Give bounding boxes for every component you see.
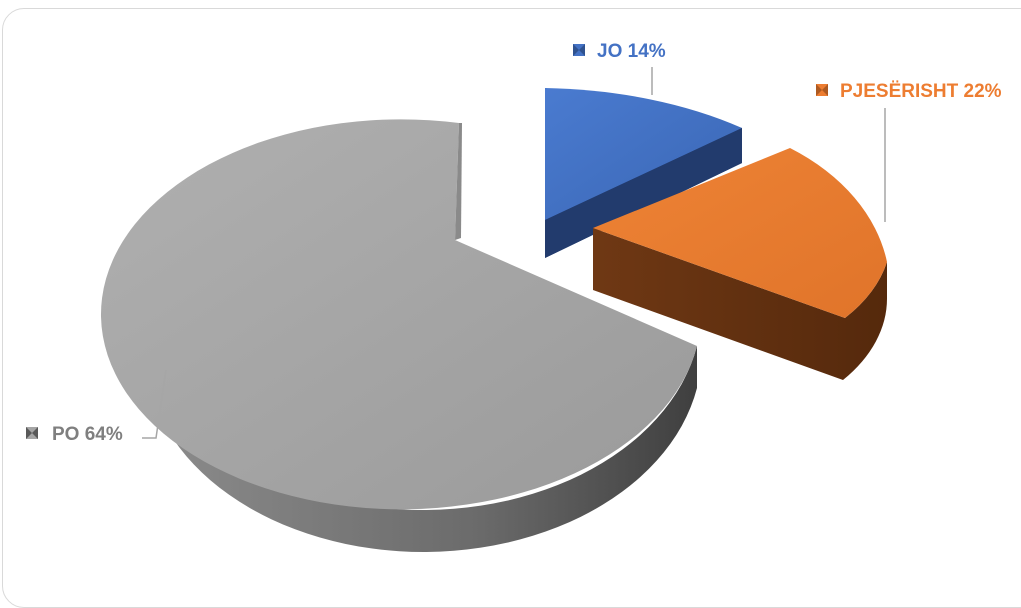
legend-marker-po-bevel bbox=[26, 427, 38, 439]
legend-marker-pjeserisht-bevel bbox=[816, 84, 828, 96]
pie-slice-jo[interactable] bbox=[545, 88, 742, 258]
pie-slice-po[interactable] bbox=[100, 119, 698, 552]
data-label-pjeserisht: PJESËRISHT 22% bbox=[816, 81, 1002, 102]
legend-marker-jo-bevel bbox=[573, 44, 585, 56]
data-label-pjeserisht-text: PJESËRISHT 22% bbox=[840, 81, 1002, 102]
pie-slice-po-top bbox=[100, 119, 697, 510]
pie-chart: JO 14% PJESËRISHT 22% PO 64% bbox=[26, 41, 1002, 552]
pie-slice-pjeserisht-top bbox=[593, 148, 887, 318]
data-label-jo: JO 14% bbox=[573, 41, 666, 62]
pie-slice-pjeserisht-side bbox=[593, 228, 888, 380]
pie-slice-jo-front bbox=[545, 128, 742, 258]
leader-line-po bbox=[142, 369, 167, 439]
data-label-po-text: PO 64% bbox=[52, 424, 123, 445]
pie-slice-po-inner-wall bbox=[455, 123, 462, 240]
data-label-po: PO 64% bbox=[26, 424, 123, 445]
pie-slice-jo-top bbox=[545, 88, 742, 220]
pie-slice-pjeserisht[interactable] bbox=[593, 148, 888, 380]
data-label-jo-text: JO 14% bbox=[597, 41, 666, 62]
